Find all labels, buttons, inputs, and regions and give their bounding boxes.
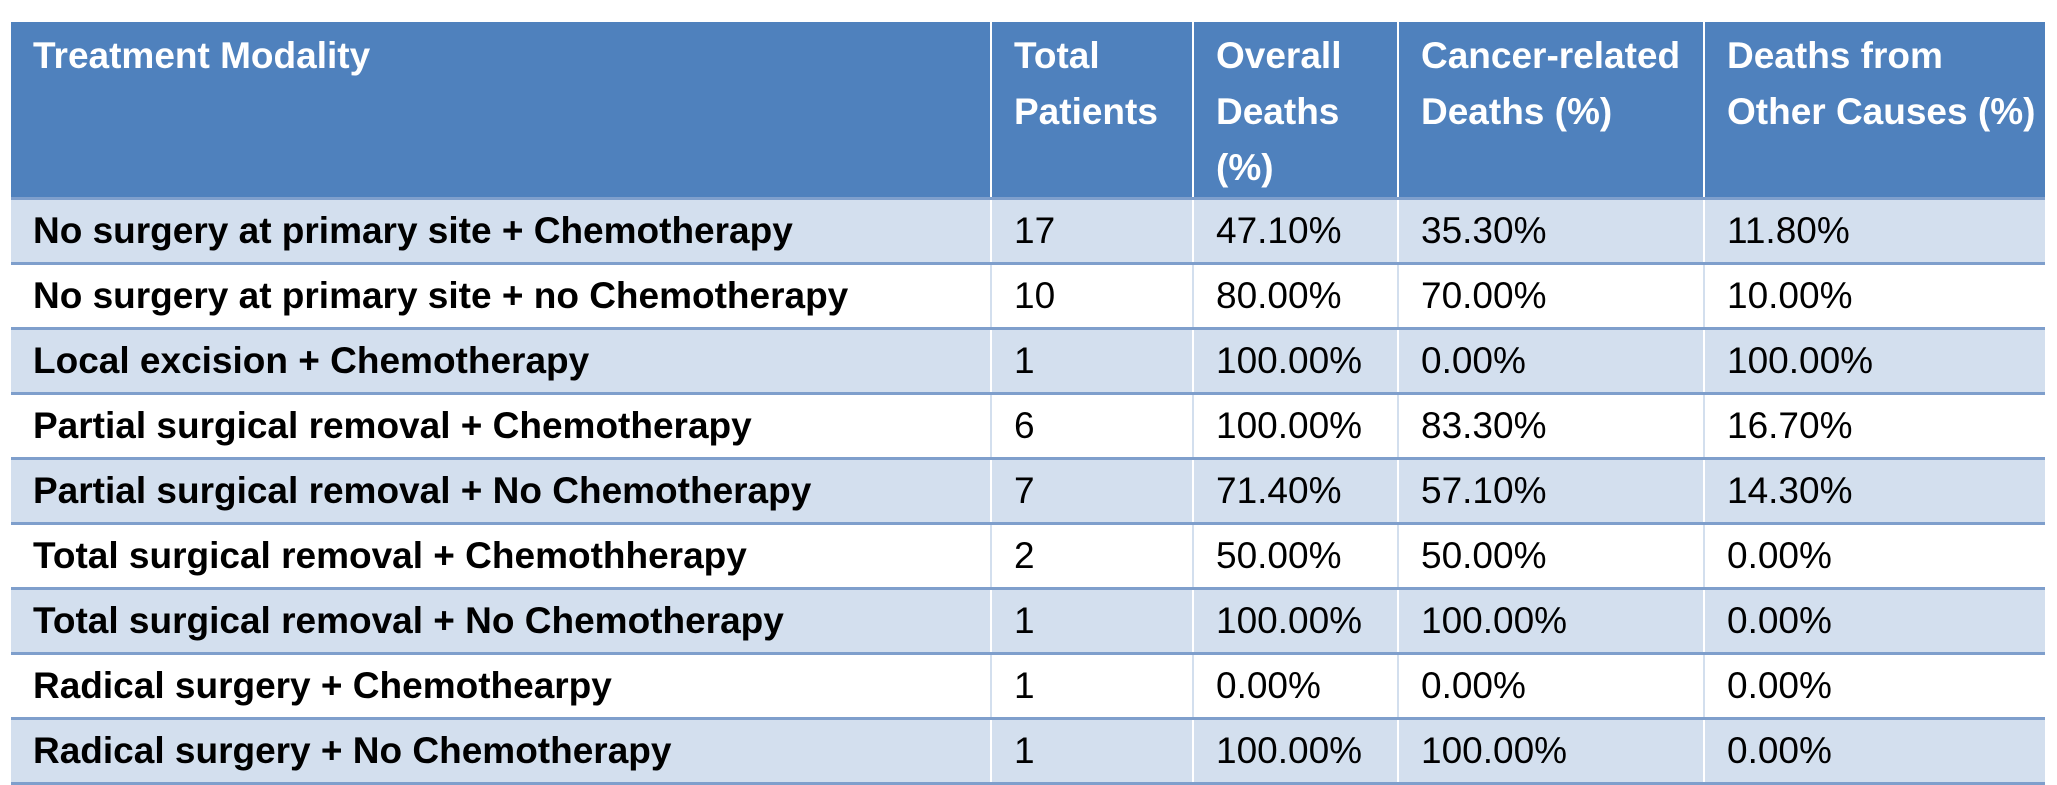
overall-deaths-cell: 100.00%	[1192, 586, 1398, 653]
treatment-modality-cell: Partial surgical removal + Chemotherapy	[11, 391, 991, 458]
header-other-cause-deaths: Deaths from Other Causes (%)	[1703, 22, 2045, 198]
total-patients-cell: 2	[990, 521, 1193, 588]
cancer-related-deaths-cell: 35.30%	[1397, 196, 1704, 263]
header-total-patients: Total Patients	[990, 22, 1193, 198]
header-treatment-modality: Treatment Modality	[33, 35, 371, 76]
table-row: Radical surgery + Chemothearpy 1 0.00% 0…	[11, 651, 2045, 718]
treatment-modality-cell: Local excision + Chemotherapy	[11, 326, 991, 393]
table-row: Partial surgical removal + Chemotherapy …	[11, 391, 2045, 458]
other-cause-deaths-cell: 16.70%	[1703, 391, 2045, 458]
table-row: Local excision + Chemotherapy 1 100.00% …	[11, 326, 2045, 393]
cancer-related-deaths-cell: 50.00%	[1397, 521, 1704, 588]
total-patients-cell: 17	[990, 196, 1193, 263]
cancer-related-deaths-cell: 100.00%	[1397, 716, 1704, 783]
treatment-modality-cell: Partial surgical removal + No Chemothera…	[11, 456, 991, 523]
table-row: Total surgical removal + Chemothherapy 2…	[11, 521, 2045, 588]
treatment-modality-cell: Radical surgery + Chemothearpy	[11, 651, 991, 718]
cancer-related-deaths-cell: 70.00%	[1397, 261, 1704, 328]
treatment-modality-cell: Total surgical removal + No Chemotherapy	[11, 586, 991, 653]
total-patients-cell: 10	[990, 261, 1193, 328]
header-cancer-related-deaths: Cancer-related Deaths (%)	[1397, 22, 1704, 198]
table-row: Total surgical removal + No Chemotherapy…	[11, 586, 2045, 653]
overall-deaths-cell: 100.00%	[1192, 391, 1398, 458]
cancer-related-deaths-cell: 100.00%	[1397, 586, 1704, 653]
cancer-related-deaths-cell: 83.30%	[1397, 391, 1704, 458]
treatment-modality-cell: Total surgical removal + Chemothherapy	[11, 521, 991, 588]
table-row: Partial surgical removal + No Chemothera…	[11, 456, 2045, 523]
header-row: Treatment Modality Total Patients Overal…	[11, 22, 2045, 198]
overall-deaths-cell: 100.00%	[1192, 716, 1398, 783]
other-cause-deaths-cell: 0.00%	[1703, 521, 2045, 588]
other-cause-deaths-cell: 11.80%	[1703, 196, 2045, 263]
other-cause-deaths-cell: 10.00%	[1703, 261, 2045, 328]
total-patients-cell: 1	[990, 326, 1193, 393]
treatment-modality-cell: No surgery at primary site + no Chemothe…	[11, 261, 991, 328]
overall-deaths-cell: 0.00%	[1192, 651, 1398, 718]
total-patients-cell: 1	[990, 651, 1193, 718]
overall-deaths-cell: 47.10%	[1192, 196, 1398, 263]
total-patients-cell: 6	[990, 391, 1193, 458]
cancer-related-deaths-cell: 0.00%	[1397, 651, 1704, 718]
treatment-modality-cell: Radical surgery + No Chemotherapy	[11, 716, 991, 783]
treatment-modality-cell: No surgery at primary site + Chemotherap…	[11, 196, 991, 263]
cancer-related-deaths-cell: 57.10%	[1397, 456, 1704, 523]
total-patients-cell: 7	[990, 456, 1193, 523]
total-patients-cell: 1	[990, 716, 1193, 783]
other-cause-deaths-cell: 0.00%	[1703, 651, 2045, 718]
other-cause-deaths-cell: 14.30%	[1703, 456, 2045, 523]
treatment-outcomes-table-container: Treatment Modality Total Patients Overal…	[11, 22, 2045, 785]
cancer-related-deaths-cell: 0.00%	[1397, 326, 1704, 393]
overall-deaths-cell: 71.40%	[1192, 456, 1398, 523]
table-row: Radical surgery + No Chemotherapy 1 100.…	[11, 716, 2045, 783]
other-cause-deaths-cell: 0.00%	[1703, 716, 2045, 783]
overall-deaths-cell: 50.00%	[1192, 521, 1398, 588]
table-row: No surgery at primary site + Chemotherap…	[11, 196, 2045, 263]
other-cause-deaths-cell: 0.00%	[1703, 586, 2045, 653]
header-overall-deaths: Overall Deaths (%)	[1192, 22, 1398, 198]
total-patients-cell: 1	[990, 586, 1193, 653]
other-cause-deaths-cell: 100.00%	[1703, 326, 2045, 393]
overall-deaths-cell: 100.00%	[1192, 326, 1398, 393]
treatment-outcomes-table: Treatment Modality Total Patients Overal…	[11, 22, 2045, 785]
table-row: No surgery at primary site + no Chemothe…	[11, 261, 2045, 328]
overall-deaths-cell: 80.00%	[1192, 261, 1398, 328]
